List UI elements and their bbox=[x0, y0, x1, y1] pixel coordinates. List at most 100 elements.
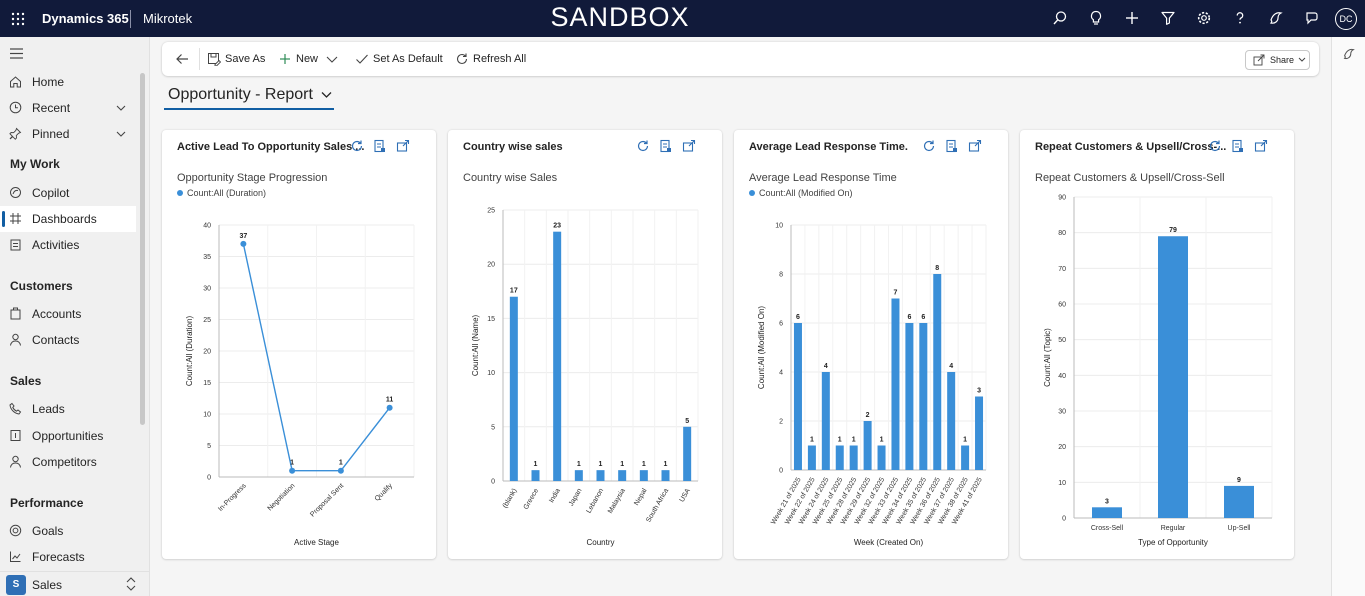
expand-icon[interactable] bbox=[1254, 139, 1268, 153]
sidebar-section-sales: Sales bbox=[10, 374, 42, 388]
back-arrow-icon[interactable] bbox=[175, 52, 189, 66]
y-tick-label: 10 bbox=[487, 370, 495, 377]
environment-banner: SANDBOX bbox=[550, 2, 690, 32]
bar bbox=[553, 231, 562, 481]
sidebar-item-dashboards[interactable]: Dashboards bbox=[0, 206, 136, 232]
sidebar-item-competitors[interactable]: Competitors bbox=[0, 449, 136, 475]
sidebar-item-home[interactable]: Home bbox=[0, 69, 136, 95]
copilot-pane-icon[interactable] bbox=[1342, 47, 1356, 61]
dashboard-title-text: Opportunity - Report bbox=[168, 86, 313, 103]
data-label: 7 bbox=[894, 290, 898, 297]
sidebar-item-recent[interactable]: Recent bbox=[0, 95, 136, 121]
view-records-icon[interactable] bbox=[373, 139, 387, 153]
bar bbox=[793, 323, 802, 470]
sidebar-item-pinned[interactable]: Pinned bbox=[0, 121, 136, 147]
data-label: 1 bbox=[664, 461, 668, 468]
y-tick-label: 25 bbox=[487, 208, 495, 215]
sidebar-item-copilot[interactable]: Copilot bbox=[0, 180, 136, 206]
data-label: 1 bbox=[642, 461, 646, 468]
chart-legend[interactable]: Count:All (Duration) bbox=[177, 188, 266, 198]
sidebar-item-label: Home bbox=[32, 75, 65, 89]
dashboard-icon bbox=[10, 213, 21, 224]
copilot-icon[interactable] bbox=[1268, 10, 1284, 26]
card-title: Repeat Customers & Upsell/Cross-... bbox=[1035, 141, 1227, 153]
hamburger-menu-icon[interactable] bbox=[10, 48, 23, 59]
refresh-icon[interactable] bbox=[1208, 139, 1222, 153]
share-button[interactable]: Share bbox=[1245, 50, 1310, 70]
bar bbox=[947, 372, 956, 470]
data-label: 6 bbox=[921, 314, 925, 321]
sidebar-item-label: Accounts bbox=[32, 307, 82, 321]
data-label: 6 bbox=[907, 314, 911, 321]
x-axis-title: Week (Created On) bbox=[854, 538, 924, 547]
save-as-label: Save As bbox=[225, 53, 266, 65]
card-title: Country wise sales bbox=[463, 141, 563, 153]
data-label: 9 bbox=[1237, 477, 1241, 484]
y-tick-label: 90 bbox=[1058, 195, 1066, 202]
chevron-down-icon[interactable] bbox=[116, 129, 126, 139]
user-avatar[interactable]: DC bbox=[1335, 8, 1357, 30]
chevron-down-icon[interactable] bbox=[116, 103, 126, 113]
expand-icon[interactable] bbox=[682, 139, 696, 153]
save-as-button[interactable]: Save As bbox=[207, 42, 265, 76]
settings-gear-icon[interactable] bbox=[1196, 10, 1212, 26]
expand-icon[interactable] bbox=[968, 139, 982, 153]
save-as-icon bbox=[208, 53, 221, 66]
data-label: 11 bbox=[386, 397, 394, 404]
area-switcher[interactable]: S Sales bbox=[0, 571, 150, 596]
x-axis-title: Active Stage bbox=[294, 538, 339, 547]
bar-chart[interactable]: 0 10 20 30 40 50 60 70 80 90 3 79 9 Cross-Sell Regular… bbox=[1020, 130, 1294, 559]
x-axis-title: Country bbox=[586, 538, 614, 547]
refresh-all-button[interactable]: Refresh All bbox=[455, 42, 526, 76]
expand-icon[interactable] bbox=[396, 139, 410, 153]
series-line bbox=[242, 243, 391, 472]
sidebar-item-leads[interactable]: Leads bbox=[0, 396, 136, 422]
card-title: Active Lead To Opportunity Sales ... bbox=[177, 141, 365, 153]
sidebar-item-accounts[interactable]: Accounts bbox=[0, 301, 136, 327]
pin-icon bbox=[9, 127, 22, 140]
sidebar-scrollbar[interactable] bbox=[140, 73, 145, 425]
sidebar-item-contacts[interactable]: Contacts bbox=[0, 327, 136, 353]
area-badge: S bbox=[6, 575, 26, 595]
data-label: 1 bbox=[290, 460, 294, 467]
set-as-default-label: Set As Default bbox=[373, 53, 443, 65]
sidebar-item-forecasts[interactable]: Forecasts bbox=[0, 544, 136, 570]
chevron-down-icon[interactable] bbox=[326, 54, 338, 64]
app-launcher-icon[interactable] bbox=[11, 12, 25, 26]
assistance-icon[interactable] bbox=[1304, 10, 1320, 26]
data-label: 1 bbox=[852, 437, 856, 444]
data-point bbox=[240, 240, 247, 247]
y-tick-label: 80 bbox=[1058, 230, 1066, 237]
filter-icon[interactable] bbox=[1160, 10, 1176, 26]
person-icon bbox=[10, 455, 21, 468]
view-records-icon[interactable] bbox=[1231, 139, 1245, 153]
app-name[interactable]: Dynamics 365 bbox=[42, 11, 129, 26]
y-tick-label: 35 bbox=[203, 254, 211, 261]
plus-icon[interactable] bbox=[1124, 10, 1140, 26]
dashboard-title[interactable]: Opportunity - Report bbox=[168, 86, 332, 104]
lightbulb-icon[interactable] bbox=[1088, 10, 1104, 26]
chart-legend[interactable]: Count:All (Modified On) bbox=[749, 188, 853, 198]
help-icon[interactable] bbox=[1232, 10, 1248, 26]
refresh-icon[interactable] bbox=[636, 139, 650, 153]
view-records-icon[interactable] bbox=[945, 139, 959, 153]
view-records-icon[interactable] bbox=[659, 139, 673, 153]
set-as-default-button[interactable]: Set As Default bbox=[355, 42, 443, 76]
sidebar-item-goals[interactable]: Goals bbox=[0, 518, 136, 544]
y-tick-label: 0 bbox=[207, 475, 211, 482]
bar bbox=[509, 296, 518, 481]
y-tick-label: 10 bbox=[775, 223, 783, 230]
refresh-icon[interactable] bbox=[350, 139, 364, 153]
legend-label: Count:All (Modified On) bbox=[759, 188, 853, 198]
search-icon[interactable] bbox=[1052, 10, 1068, 26]
chart-card-repeat-customers: Repeat Customers & Upsell/Cross-... Repe… bbox=[1020, 130, 1294, 559]
new-button[interactable]: New bbox=[278, 42, 318, 76]
sidebar-item-activities[interactable]: Activities bbox=[0, 232, 136, 258]
refresh-icon[interactable] bbox=[922, 139, 936, 153]
x-tick-label: Proposal Sent bbox=[309, 482, 345, 518]
sidebar-item-opportunities[interactable]: Opportunities bbox=[0, 423, 136, 449]
y-axis-title: Count:All (Name) bbox=[471, 314, 480, 376]
